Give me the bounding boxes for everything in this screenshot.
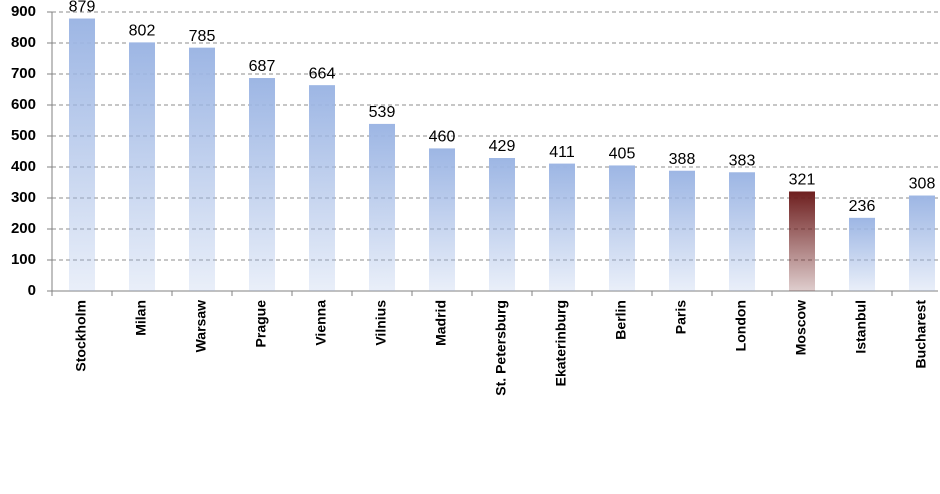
y-tick-label: 600 [11,96,36,113]
value-label: 236 [849,198,876,215]
y-tick-label: 700 [11,65,36,82]
y-tick-label: 900 [11,3,36,20]
x-tick-label: Vienna [313,300,329,346]
value-label: 879 [69,0,96,16]
bar [309,85,335,291]
bar [669,170,695,291]
value-label: 802 [129,23,156,40]
bar [369,123,395,291]
bar [849,217,875,291]
y-tick-label: 400 [11,158,36,175]
bar [69,18,95,291]
x-tick-label: Moscow [793,300,809,355]
x-tick-label: Vilnius [373,300,389,346]
value-label: 429 [489,138,516,155]
value-label: 664 [309,65,336,82]
y-tick-label: 200 [11,220,36,237]
x-tick-label: Madrid [433,300,449,346]
value-label: 460 [429,129,456,146]
x-tick-label: Istanbul [853,300,869,354]
y-tick-label: 800 [11,34,36,51]
bar [429,148,455,291]
value-label: 785 [189,28,216,45]
x-tick-label: London [733,300,749,351]
value-label: 687 [249,58,276,75]
x-tick-label: Berlin [613,300,629,340]
bar [489,158,515,291]
x-tick-label: Prague [253,300,269,348]
x-tick-label: Ekaterinburg [553,300,569,386]
value-label: 388 [669,151,696,168]
bar [249,78,275,291]
x-tick-label: Warsaw [193,300,209,353]
x-tick-label: Paris [673,300,689,334]
bar [909,195,935,291]
value-label: 539 [369,104,396,121]
y-tick-label: 100 [11,251,36,268]
y-tick-label: 500 [11,127,36,144]
bar [129,42,155,291]
bar [609,165,635,291]
y-tick-label: 300 [11,189,36,206]
bar [789,191,815,291]
bar [189,47,215,292]
value-label: 308 [909,176,936,193]
x-tick-label: Bucharest [913,300,929,369]
x-tick-label: Milan [133,300,149,336]
value-label: 411 [549,144,575,161]
y-tick-label: 0 [28,282,36,299]
value-label: 383 [729,152,756,169]
bar [549,163,575,291]
value-label: 321 [789,172,816,189]
x-tick-label: Stockholm [73,300,89,372]
x-tick-label: St. Petersburg [493,300,509,396]
bar [729,172,755,291]
value-label: 405 [609,146,636,163]
